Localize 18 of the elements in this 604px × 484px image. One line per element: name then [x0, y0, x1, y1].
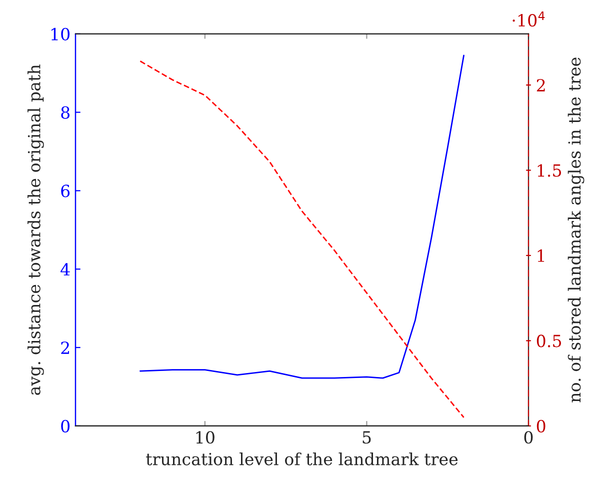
y2-tick-label: 1	[538, 249, 544, 262]
y2-tick-label: 1.5	[538, 164, 562, 177]
y-tick-label: 0	[61, 420, 70, 432]
x-tick-label: 10	[196, 431, 214, 444]
x-tick-label: 5	[362, 431, 371, 444]
y-tick-label: 6	[61, 184, 70, 198]
y-axis-title: avg. distance towards the original path	[28, 64, 44, 395]
y2-tick-label: 2	[536, 78, 545, 92]
y-tick-label: 2	[61, 341, 70, 354]
x-tick-label: 0	[524, 431, 533, 444]
text: ·10$^{4}$	[512, 11, 545, 27]
x-axis-title: truncation level of the landmark tree	[146, 452, 458, 466]
y2-tick-label: 0.5	[536, 334, 562, 348]
y-tick-label: 10	[51, 28, 70, 40]
y2-tick-label: 0	[536, 420, 546, 432]
y-tick-label: 4	[60, 263, 70, 276]
y-tick-label: 8	[61, 106, 70, 119]
y2-axis-title: no. of stored landmark angles in the tree	[568, 58, 584, 402]
